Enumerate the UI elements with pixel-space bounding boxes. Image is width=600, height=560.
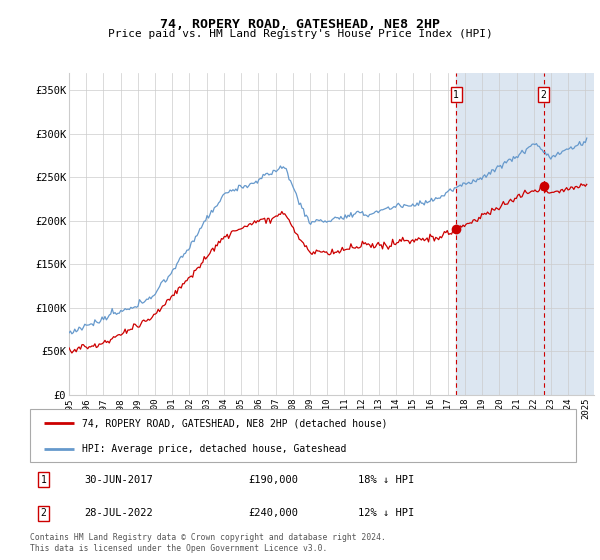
Text: 30-JUN-2017: 30-JUN-2017 — [85, 475, 154, 484]
Text: Price paid vs. HM Land Registry's House Price Index (HPI): Price paid vs. HM Land Registry's House … — [107, 29, 493, 39]
Bar — [456, 73, 600, 395]
Text: 2: 2 — [541, 90, 547, 100]
Text: 2: 2 — [41, 508, 47, 518]
Text: 28-JUL-2022: 28-JUL-2022 — [85, 508, 154, 518]
Text: HPI: Average price, detached house, Gateshead: HPI: Average price, detached house, Gate… — [82, 444, 346, 454]
Text: 1: 1 — [454, 90, 459, 100]
Text: Contains HM Land Registry data © Crown copyright and database right 2024.
This d: Contains HM Land Registry data © Crown c… — [30, 533, 386, 553]
Text: 12% ↓ HPI: 12% ↓ HPI — [358, 508, 414, 518]
Text: 18% ↓ HPI: 18% ↓ HPI — [358, 475, 414, 484]
Text: £190,000: £190,000 — [248, 475, 298, 484]
Text: 74, ROPERY ROAD, GATESHEAD, NE8 2HP: 74, ROPERY ROAD, GATESHEAD, NE8 2HP — [160, 18, 440, 31]
Text: 74, ROPERY ROAD, GATESHEAD, NE8 2HP (detached house): 74, ROPERY ROAD, GATESHEAD, NE8 2HP (det… — [82, 418, 388, 428]
FancyBboxPatch shape — [30, 409, 576, 462]
Text: 1: 1 — [41, 475, 47, 484]
Text: £240,000: £240,000 — [248, 508, 298, 518]
